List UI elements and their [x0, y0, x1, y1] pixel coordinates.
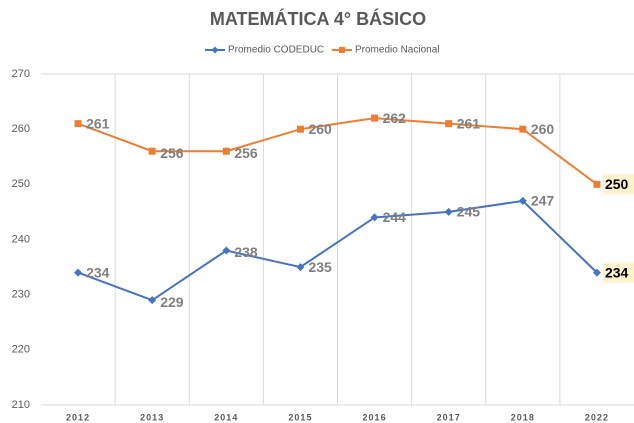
data-label: 260 — [531, 121, 555, 137]
series-line — [77, 199, 598, 302]
point — [296, 125, 304, 133]
x-tick-label: 2016 — [363, 412, 387, 422]
data-label: 229 — [160, 294, 184, 310]
point — [519, 125, 527, 133]
legend-label: Promedio CODEDUC — [228, 45, 324, 56]
data-label: 247 — [531, 193, 555, 209]
x-tick-label: 2015 — [288, 412, 312, 422]
point — [296, 263, 305, 272]
label-box — [602, 262, 634, 283]
y-tick-label: 230 — [12, 289, 30, 301]
point — [74, 268, 83, 277]
point — [222, 246, 231, 255]
data-label: 234 — [86, 264, 110, 280]
x-tick-label: 2022 — [585, 412, 609, 422]
point — [592, 268, 601, 277]
point — [371, 114, 379, 122]
y-tick-label: 260 — [12, 123, 30, 135]
legend-marker — [339, 47, 345, 53]
point — [593, 180, 601, 188]
point — [445, 120, 453, 128]
data-label: 238 — [234, 244, 258, 260]
data-label: 235 — [308, 259, 332, 275]
data-label: 245 — [457, 204, 481, 220]
data-label: 260 — [308, 121, 332, 137]
data-label: 261 — [457, 115, 481, 131]
x-tick-label: 2018 — [511, 412, 535, 422]
data-label: 262 — [383, 110, 407, 126]
x-tick-label: 2013 — [140, 412, 164, 422]
y-tick-label: 240 — [12, 233, 30, 245]
point — [74, 120, 82, 128]
x-tick-label: 2014 — [214, 412, 238, 422]
legend-label: Promedio Nacional — [355, 45, 440, 56]
x-tick-label: 2012 — [66, 412, 90, 422]
data-label: 244 — [383, 209, 407, 225]
point — [222, 147, 230, 155]
point — [444, 207, 453, 216]
data-label: 250 — [605, 176, 629, 192]
y-tick-label: 210 — [12, 399, 30, 411]
point — [148, 147, 156, 155]
data-label: 256 — [234, 145, 258, 161]
y-tick-label: 250 — [12, 178, 30, 190]
label-box — [602, 174, 634, 195]
x-tick-label: 2017 — [437, 412, 461, 422]
chart-title: MATEMÁTICA 4° BÁSICO — [210, 8, 426, 29]
point — [518, 196, 527, 205]
data-label: 261 — [86, 115, 110, 131]
y-tick-label: 270 — [12, 68, 30, 80]
point — [370, 213, 379, 222]
data-label: 256 — [160, 145, 184, 161]
y-tick-label: 220 — [12, 344, 30, 356]
data-label: 234 — [605, 264, 629, 280]
legend-marker — [211, 46, 219, 54]
series-line — [77, 117, 598, 186]
point — [148, 296, 157, 305]
